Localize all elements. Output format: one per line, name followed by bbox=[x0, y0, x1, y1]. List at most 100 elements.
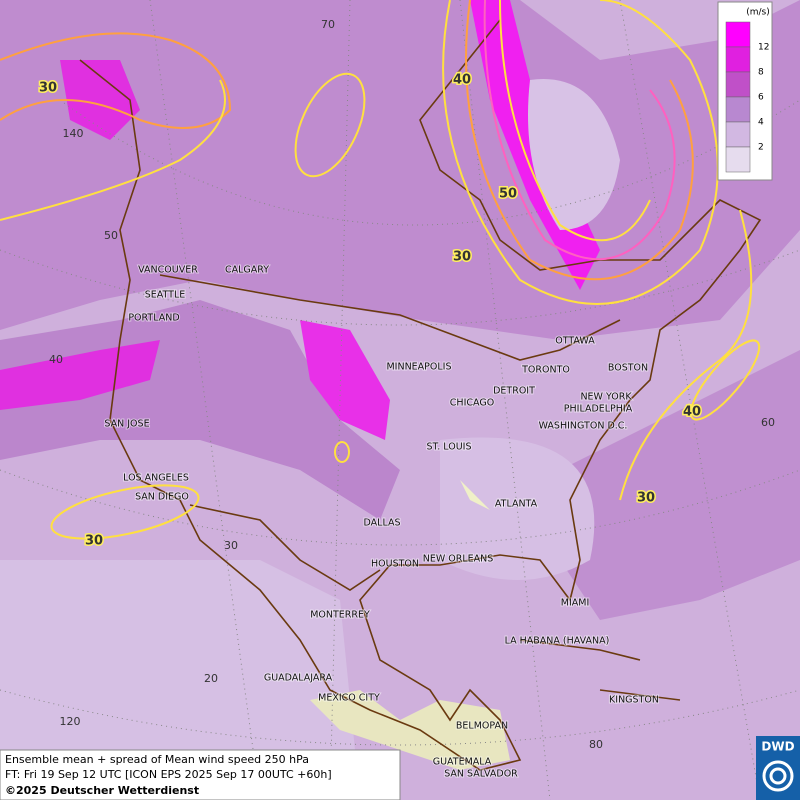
legend-label: 4 bbox=[758, 118, 764, 128]
terrain bbox=[310, 690, 510, 770]
footer-text: ©2025 Deutscher Wetterdienst bbox=[5, 784, 199, 797]
coastline bbox=[79, 19, 762, 771]
field-band bbox=[560, 350, 800, 620]
contour-label: 30 bbox=[39, 81, 57, 96]
contour-label: 30 bbox=[85, 534, 103, 549]
logo-mark bbox=[762, 760, 794, 792]
field-max bbox=[60, 60, 140, 140]
city-label: GUATEMALA bbox=[433, 757, 492, 768]
city-label: MINNEAPOLIS bbox=[386, 362, 451, 373]
city-label: TORONTO bbox=[521, 365, 570, 376]
legend: (m/s) 12 8 6 4 2 bbox=[717, 1, 773, 181]
city-label: ATLANTA bbox=[495, 499, 538, 510]
contour-label: 40 bbox=[683, 405, 701, 420]
field-low bbox=[440, 437, 595, 580]
field-band bbox=[0, 0, 800, 340]
city-label: NEW YORK bbox=[580, 392, 632, 403]
graticule-label: 70 bbox=[321, 18, 335, 31]
graticule-label: 80 bbox=[589, 738, 603, 751]
graticule-labels: 70 140 50 40 60 30 20 120 80 bbox=[49, 18, 775, 751]
footer-text: Ensemble mean + spread of Mean wind spee… bbox=[5, 753, 309, 766]
graticule-label: 60 bbox=[761, 416, 775, 429]
legend-swatch bbox=[725, 71, 751, 98]
graticule bbox=[149, 0, 761, 800]
city-label: CHICAGO bbox=[450, 398, 494, 409]
logo: DWD bbox=[756, 736, 800, 800]
city-label: OTTAWA bbox=[555, 336, 595, 347]
contour bbox=[689, 339, 761, 421]
graticule-label: 120 bbox=[60, 715, 81, 728]
legend-label: 2 bbox=[758, 143, 764, 153]
city-label: HOUSTON bbox=[371, 559, 419, 570]
legend-unit: (m/s) bbox=[746, 8, 770, 18]
legend-swatch bbox=[725, 146, 751, 173]
city-label: SAN DIEGO bbox=[135, 492, 189, 503]
legend-swatch bbox=[725, 121, 751, 148]
city-label: SAN SALVADOR bbox=[444, 769, 518, 780]
footer-text: FT: Fri 19 Sep 12 UTC [ICON EPS 2025 Sep… bbox=[5, 768, 332, 781]
field-max bbox=[300, 320, 390, 440]
contour bbox=[334, 441, 350, 463]
contour bbox=[442, 0, 719, 305]
city-label: SAN JOSE bbox=[104, 419, 149, 430]
city-label: CALGARY bbox=[225, 265, 269, 276]
border bbox=[159, 274, 621, 361]
graticule-label: 40 bbox=[49, 353, 63, 366]
legend-label: 6 bbox=[758, 93, 764, 103]
graticule-label: 30 bbox=[224, 539, 238, 552]
legend-swatch bbox=[725, 96, 751, 123]
legend-label: 12 bbox=[758, 43, 769, 53]
city-label: KINGSTON bbox=[609, 695, 659, 706]
city-label: PHILADELPHIA bbox=[564, 404, 633, 415]
terrain bbox=[460, 480, 490, 510]
city-label: ST. LOUIS bbox=[427, 442, 472, 453]
city-labels: VANCOUVER CALGARY SEATTLE PORTLAND MINNE… bbox=[103, 264, 660, 781]
legend-label: 8 bbox=[758, 68, 764, 78]
logo-mark bbox=[769, 767, 787, 785]
graticule-label: 140 bbox=[63, 127, 84, 140]
city-label: BOSTON bbox=[608, 363, 648, 374]
contour bbox=[619, 209, 753, 501]
footer: Ensemble mean + spread of Mean wind spee… bbox=[0, 749, 401, 800]
footer-box bbox=[0, 749, 401, 800]
city-label: BELMOPAN bbox=[456, 721, 508, 732]
contour bbox=[0, 32, 232, 129]
city-label: MEXICO CITY bbox=[318, 693, 380, 704]
logo-text: DWD bbox=[761, 740, 794, 754]
city-label: SEATTLE bbox=[145, 290, 186, 301]
contour-label: 50 bbox=[499, 187, 517, 202]
city-label: LOS ANGELES bbox=[123, 473, 189, 484]
graticule-label: 50 bbox=[104, 229, 118, 242]
city-label: GUADALAJARA bbox=[264, 673, 333, 684]
contour-labels: 30 40 50 30 40 30 30 bbox=[37, 71, 702, 550]
city-label: MONTERREY bbox=[310, 610, 370, 621]
field-low bbox=[0, 560, 360, 800]
border bbox=[189, 504, 381, 591]
contour-label: 40 bbox=[453, 73, 471, 88]
city-label: LA HABANA (HAVANA) bbox=[505, 636, 610, 647]
contour bbox=[50, 484, 200, 540]
legend-swatch bbox=[725, 46, 751, 73]
city-label: DETROIT bbox=[493, 386, 535, 397]
coastline bbox=[519, 639, 681, 701]
legend-swatch bbox=[725, 21, 751, 48]
city-label: DALLAS bbox=[364, 518, 401, 529]
city-label: NEW ORLEANS bbox=[423, 554, 494, 565]
contour-label: 30 bbox=[637, 491, 655, 506]
field-low bbox=[528, 79, 620, 230]
city-label: PORTLAND bbox=[128, 313, 179, 324]
contour bbox=[465, 0, 694, 281]
contour bbox=[483, 0, 676, 261]
contour-label: 30 bbox=[453, 250, 471, 265]
field-max bbox=[0, 340, 160, 410]
contour bbox=[0, 79, 226, 221]
contour bbox=[499, 0, 651, 242]
city-label: WASHINGTON D.C. bbox=[539, 421, 628, 432]
city-label: VANCOUVER bbox=[138, 265, 198, 276]
city-label: MIAMI bbox=[561, 598, 590, 609]
graticule-label: 20 bbox=[204, 672, 218, 685]
contour bbox=[294, 72, 366, 178]
